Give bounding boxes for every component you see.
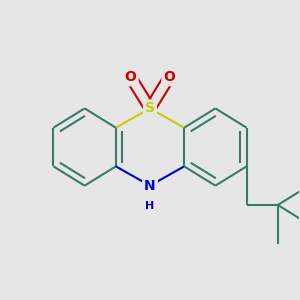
- Text: N: N: [144, 179, 156, 193]
- Text: H: H: [146, 202, 154, 212]
- Text: S: S: [145, 101, 155, 116]
- Text: O: O: [164, 70, 175, 84]
- Text: O: O: [125, 70, 136, 84]
